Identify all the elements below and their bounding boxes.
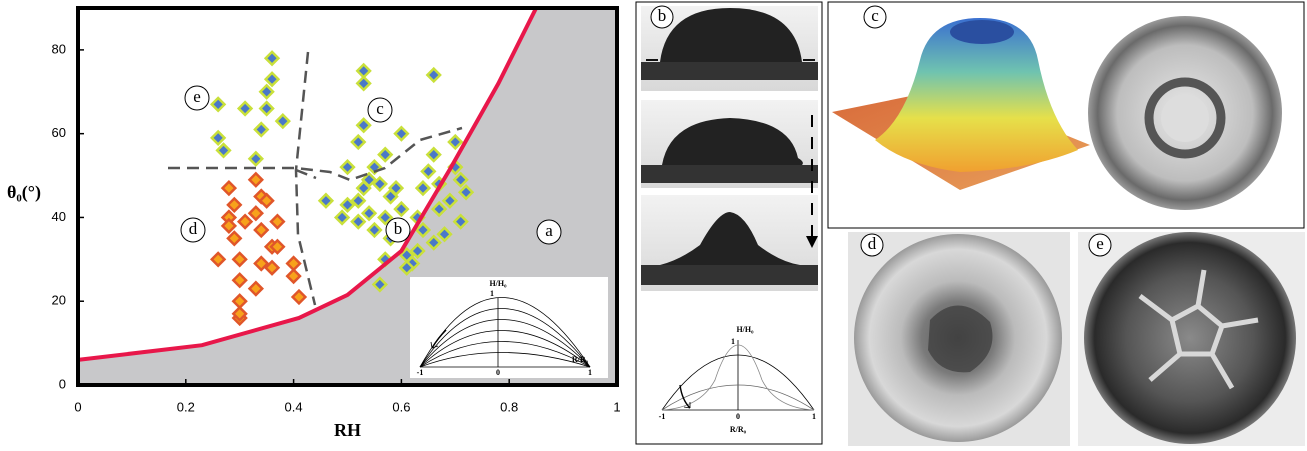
scatter-point — [217, 144, 230, 157]
inset-y-label: H/H₀ — [489, 279, 507, 288]
scatter-point — [212, 253, 225, 266]
scatter-point — [336, 211, 349, 224]
substrate — [641, 265, 818, 285]
scatter-point — [368, 224, 381, 237]
inset-tick: 1 — [588, 368, 592, 377]
scatter-point — [250, 282, 263, 295]
panel-e: e — [1078, 232, 1305, 446]
photo-center — [1161, 94, 1209, 142]
panel-label: e — [1096, 234, 1104, 253]
inset-tick: 1 — [731, 337, 735, 346]
y-tick-label: 40 — [52, 209, 66, 224]
inset-tick: 1 — [490, 289, 494, 298]
y-tick-label: 80 — [52, 41, 66, 56]
scatter-point — [422, 165, 435, 178]
scatter-point — [427, 69, 440, 82]
substrate — [641, 165, 818, 183]
y-tick-label: 20 — [52, 293, 66, 308]
scatter-point — [250, 173, 263, 186]
inset-x-label: R/R₀ — [730, 425, 747, 434]
panel-b: b H/H₀ 1 -1 0 1 R/R₀ — [636, 2, 822, 444]
x-tick-label: 0 — [74, 399, 81, 414]
dashed-boundary — [296, 170, 316, 178]
y-tick-label: 60 — [52, 125, 66, 140]
panel-label: b — [658, 6, 667, 25]
inset-tick: 0 — [496, 368, 500, 377]
scatter-point — [255, 123, 268, 136]
scatter-point — [352, 136, 365, 149]
scatter-point — [395, 127, 408, 140]
surface-crater — [950, 20, 1014, 44]
scatter-point — [233, 274, 246, 287]
annotation: e — [193, 87, 201, 106]
x-tick-label: 1 — [613, 399, 620, 414]
scatter-point — [449, 136, 462, 149]
x-tick-label: 0.8 — [500, 399, 518, 414]
y-axis-label: θ₀(°) — [7, 182, 41, 203]
annotation: d — [189, 219, 198, 238]
inset-x-label: R/R₀ — [572, 355, 589, 364]
scatter-point — [239, 215, 252, 228]
inset-tick: 0 — [736, 412, 740, 421]
inset-tick: 1 — [812, 412, 816, 421]
x-tick-label: 0.2 — [177, 399, 195, 414]
scatter-point — [260, 85, 273, 98]
inset-tick: -1 — [417, 368, 424, 377]
scatter-point — [212, 98, 225, 111]
panel-label: d — [868, 234, 877, 253]
scatter-point — [276, 115, 289, 128]
scatter-point — [341, 161, 354, 174]
panel-label: c — [871, 6, 879, 25]
scatter-point — [271, 215, 284, 228]
scatter-point — [363, 207, 376, 220]
scatter-point — [233, 253, 246, 266]
annotation: a — [545, 221, 553, 240]
y-tick-label: 0 — [59, 376, 66, 391]
panel-d: d — [848, 232, 1070, 446]
scatter-point — [427, 148, 440, 161]
scatter-point — [250, 207, 263, 220]
figure: 0 0.2 0.4 0.6 0.8 1 0 20 40 60 80 RH θ₀(°) H/H₀ 1 R/… — [0, 0, 1307, 446]
inset-tick: -1 — [659, 412, 666, 421]
scatter-point — [357, 64, 370, 77]
scatter-point — [352, 215, 365, 228]
scatter-point — [223, 219, 236, 232]
scatter-point — [357, 119, 370, 132]
scatter-point — [239, 102, 252, 115]
scatter-point — [379, 148, 392, 161]
x-axis-label: RH — [334, 420, 361, 440]
scatter-point — [266, 73, 279, 86]
inset-y-label: H/H₀ — [736, 325, 754, 334]
dashed-boundary — [296, 52, 315, 305]
x-tick-label: 0.6 — [392, 399, 410, 414]
inset: H/H₀ 1 R/R₀ -1 0 1 — [410, 277, 608, 378]
page: 0 0.2 0.4 0.6 0.8 1 0 20 40 60 80 RH θ₀(°) H/H₀ 1 R/… — [0, 0, 1307, 446]
panel-c: c — [828, 2, 1304, 228]
scatter-point — [320, 194, 333, 207]
scatter-point — [417, 182, 430, 195]
annotation: b — [394, 219, 403, 238]
scatter-point — [228, 199, 241, 212]
scatter-point — [228, 232, 241, 245]
scatter-point — [260, 102, 273, 115]
scatter-point — [212, 131, 225, 144]
x-tick-label: 0.4 — [285, 399, 303, 414]
substrate — [641, 62, 818, 80]
scatter-point — [395, 203, 408, 216]
scatter-point — [266, 52, 279, 65]
scatter-point — [223, 182, 236, 195]
scatter-point — [293, 291, 306, 304]
scatter-point — [255, 224, 268, 237]
annotation: c — [376, 99, 384, 118]
scatter-point — [287, 257, 300, 270]
scatter-point — [250, 152, 263, 165]
drop — [1084, 232, 1296, 444]
